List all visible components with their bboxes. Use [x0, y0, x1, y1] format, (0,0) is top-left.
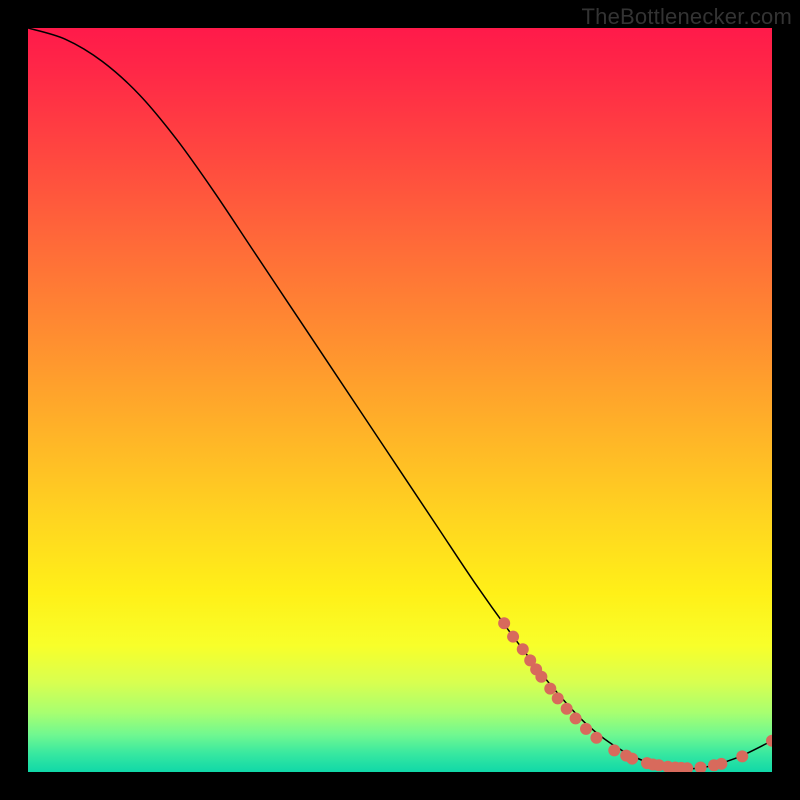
scatter-point — [544, 683, 556, 695]
scatter-point — [507, 631, 519, 643]
scatter-point — [736, 750, 748, 762]
watermark-text: TheBottlenecker.com — [582, 4, 792, 30]
scatter-point — [561, 703, 573, 715]
scatter-point — [608, 744, 620, 756]
scatter-point — [535, 671, 547, 683]
scatter-markers — [498, 617, 772, 772]
scatter-point — [715, 758, 727, 770]
scatter-point — [766, 735, 772, 747]
scatter-point — [580, 723, 592, 735]
scatter-point — [552, 692, 564, 704]
scatter-point — [570, 712, 582, 724]
curve-line — [28, 28, 772, 769]
scatter-point — [590, 732, 602, 744]
scatter-point — [498, 617, 510, 629]
scatter-point — [695, 762, 707, 772]
scatter-point — [626, 753, 638, 765]
bottleneck-curve-chart — [28, 28, 772, 772]
scatter-point — [517, 643, 529, 655]
